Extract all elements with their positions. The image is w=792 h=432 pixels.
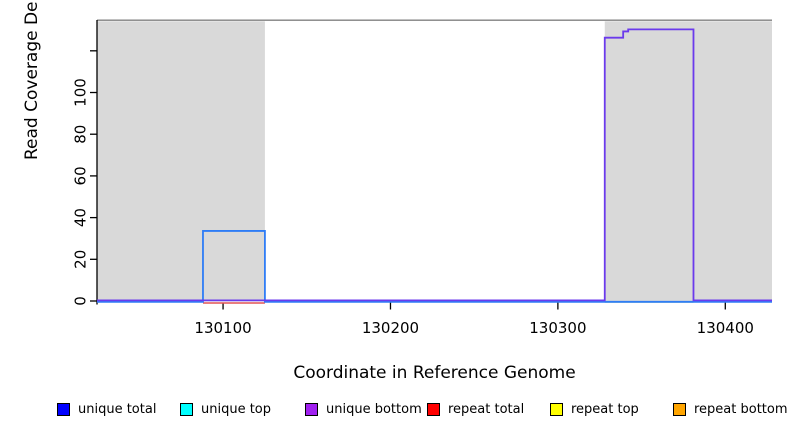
legend-label: repeat bottom (694, 401, 788, 417)
repeat-total-swatch-icon (427, 402, 440, 416)
x-axis-title: Coordinate in Reference Genome (293, 363, 576, 383)
legend-item-repeat-total: repeat total (427, 401, 525, 417)
legend-item-unique-bottom: unique bottom (305, 401, 422, 417)
repeat-region-right (604, 21, 772, 302)
unique-bottom-line (97, 28, 772, 302)
unique-bottom-swatch-icon (305, 402, 318, 416)
repeat-top-swatch-icon (550, 402, 563, 416)
x-tick-label: 130400 (697, 319, 754, 337)
x-tick-label: 130200 (362, 319, 419, 337)
legend-label: repeat top (571, 401, 639, 417)
y-tick-label: 60 (72, 166, 90, 185)
y-tick-label: 80 (72, 125, 90, 144)
y-tick-label: 100 (72, 78, 90, 107)
y-tick-label: 40 (72, 208, 90, 227)
legend-item-repeat-bottom: repeat bottom (673, 401, 788, 417)
repeat-region-left (97, 21, 265, 302)
unique-total-swatch-icon (57, 402, 70, 416)
x-tick-label: 130100 (194, 319, 251, 337)
y-tick-label: 0 (72, 296, 90, 306)
unique-total-line (97, 230, 772, 303)
legend-label: unique bottom (326, 401, 422, 417)
legend-item-unique-top: unique top (180, 401, 272, 417)
legend-item-unique-total: unique total (57, 401, 157, 417)
y-tick-label: 20 (72, 250, 90, 269)
legend-label: repeat total (448, 401, 525, 417)
legend: unique total unique top unique bottom re… (0, 399, 792, 423)
legend-label: unique total (78, 401, 157, 417)
repeat-bottom-swatch-icon (673, 402, 686, 416)
legend-label: unique top (201, 401, 272, 417)
x-tick-label: 130300 (529, 319, 586, 337)
unique-top-swatch-icon (180, 402, 193, 416)
legend-item-repeat-top: repeat top (550, 401, 639, 417)
